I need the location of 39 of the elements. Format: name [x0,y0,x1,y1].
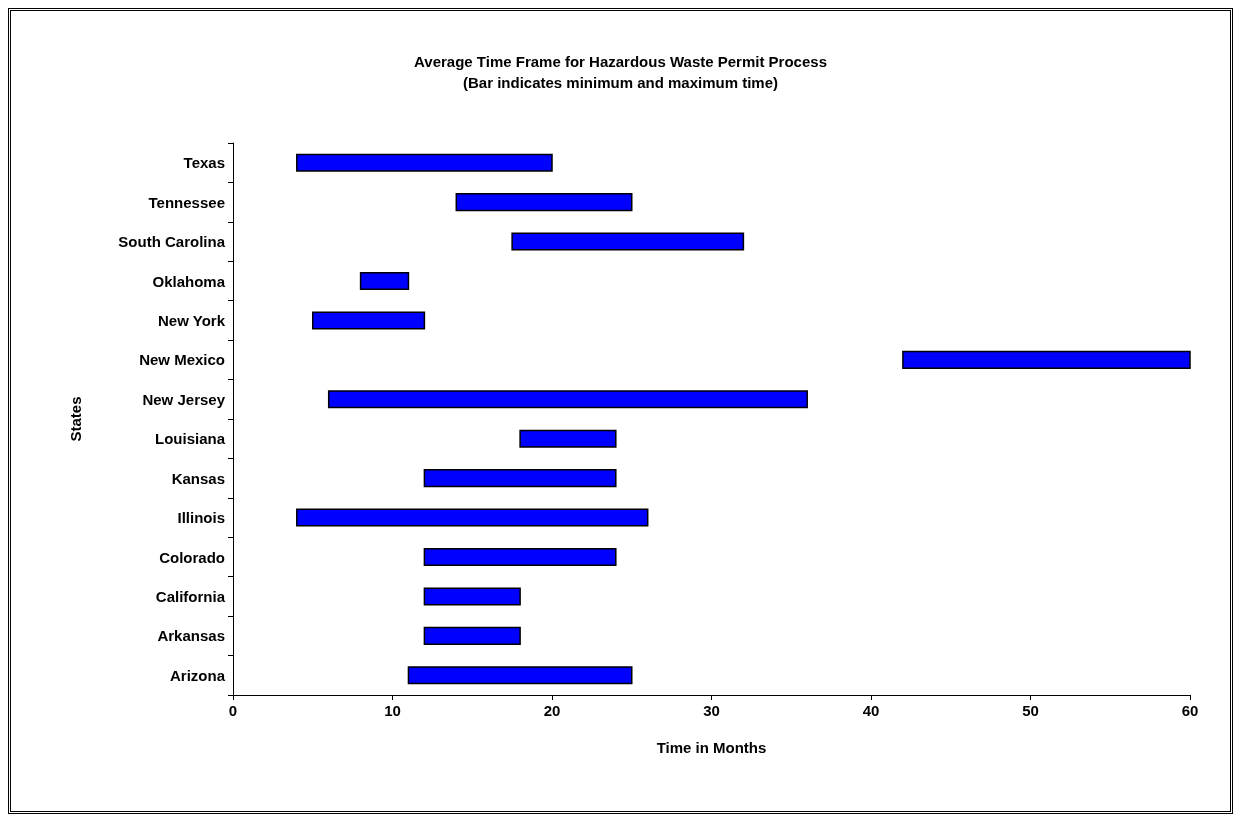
y-tick-label: Tennessee [148,193,225,211]
chart-subtitle: (Bar indicates minimum and maximum time) [462,74,779,91]
x-tick-label: 20 [543,702,561,719]
bar [296,153,553,172]
x-tick-label: 60 [1181,702,1199,719]
y-tick-label: Louisiana [154,430,226,448]
x-tick-label: 10 [384,702,401,719]
y-tick-label: Texas [183,154,225,172]
x-axis-title: Time in Months [656,739,767,756]
x-tick-label: 40 [862,702,880,719]
y-tick-label: New York [158,311,226,329]
bar [511,232,745,251]
x-tick-label: 30 [703,702,720,719]
y-tick-label: Colorado [159,548,225,566]
y-tick-label: Illinois [177,509,225,527]
y-axis-title: States [67,396,84,442]
bar [423,547,617,567]
bar [455,193,633,212]
bar [312,311,426,330]
y-tick-label: New Mexico [139,351,225,369]
bar [902,350,1191,369]
chart-title: Average Time Frame for Hazardous Waste Permit Process [414,53,827,70]
y-tick-label: South Carolina [118,233,226,251]
bar [423,469,617,488]
bar [359,271,410,291]
y-tick-label: California [155,587,226,605]
x-tick-label: 50 [1022,702,1039,719]
bar [296,508,649,527]
y-tick-label: New Jersey [142,390,226,408]
bar [407,666,633,685]
y-tick-label: Arkansas [157,627,225,645]
x-tick-label: 0 [228,702,238,719]
y-tick-label: Arizona [169,666,226,684]
y-tick-label: Kansas [171,469,225,487]
y-tick-label: Oklahoma [152,272,226,290]
bar [327,390,808,409]
bar [519,429,617,448]
bar [423,587,521,606]
bar [423,626,521,645]
